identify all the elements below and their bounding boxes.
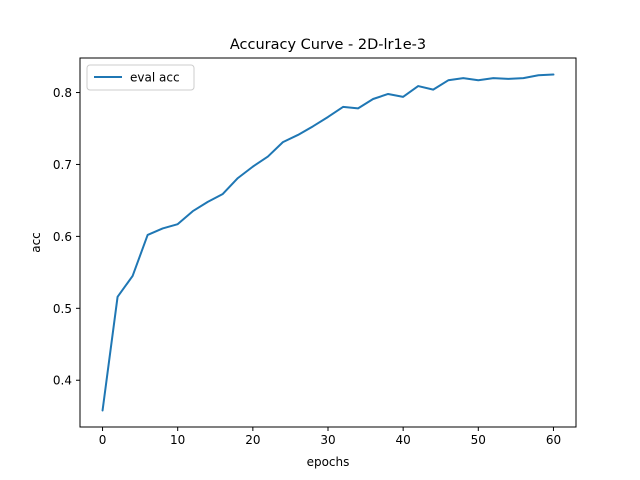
- x-axis-label: epochs: [307, 455, 350, 469]
- legend-box: [86, 64, 195, 91]
- x-axis-ticks: 0 10 20 30 40 50 60: [99, 427, 561, 447]
- y-axis-label: acc: [29, 232, 43, 253]
- y-tick-label: 0.8: [53, 86, 72, 100]
- x-tick-label: 0: [99, 433, 107, 447]
- x-tick-label: 60: [546, 433, 561, 447]
- x-tick-label: 20: [245, 433, 260, 447]
- y-tick-label: 0.4: [53, 374, 72, 388]
- legend: eval acc: [86, 64, 195, 91]
- y-axis-ticks: 0.4 0.5 0.6 0.7 0.8: [53, 86, 80, 388]
- y-tick-label: 0.5: [53, 302, 72, 316]
- x-tick-label: 30: [320, 433, 335, 447]
- y-tick-label: 0.6: [53, 230, 72, 244]
- legend-label-eval-acc: eval acc: [130, 71, 180, 85]
- series-layer: [101, 73, 555, 412]
- x-tick-label: 50: [471, 433, 486, 447]
- x-tick-label: 10: [170, 433, 185, 447]
- x-tick-label: 40: [396, 433, 411, 447]
- plot-area: 0 10 20 30 40 50 60 0.4 0.5 0.6 0.7 0.8: [53, 57, 577, 447]
- chart-title: Accuracy Curve - 2D-lr1e-3: [230, 37, 426, 53]
- plot-frame: [79, 57, 577, 428]
- y-tick-label: 0.7: [53, 158, 72, 172]
- series-line-eval-acc: [101, 73, 555, 412]
